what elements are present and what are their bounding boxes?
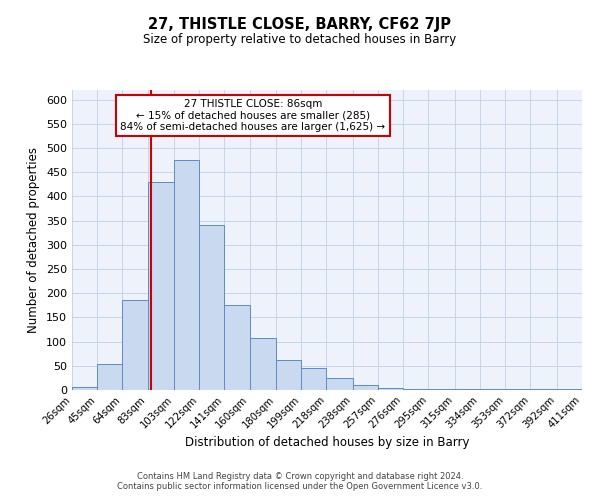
Text: 27 THISTLE CLOSE: 86sqm
← 15% of detached houses are smaller (285)
84% of semi-d: 27 THISTLE CLOSE: 86sqm ← 15% of detache… bbox=[121, 99, 386, 132]
Bar bbox=[301, 368, 326, 390]
Text: 27, THISTLE CLOSE, BARRY, CF62 7JP: 27, THISTLE CLOSE, BARRY, CF62 7JP bbox=[149, 18, 452, 32]
Bar bbox=[122, 300, 148, 390]
Bar bbox=[72, 386, 97, 390]
Bar bbox=[97, 364, 122, 390]
Bar bbox=[480, 389, 505, 390]
Bar bbox=[403, 388, 428, 390]
Bar bbox=[353, 385, 378, 390]
Bar bbox=[378, 388, 403, 390]
Bar bbox=[250, 338, 276, 390]
Bar bbox=[174, 160, 199, 390]
Bar bbox=[276, 360, 301, 390]
Bar bbox=[505, 389, 530, 390]
Bar bbox=[530, 389, 557, 390]
Text: Contains HM Land Registry data © Crown copyright and database right 2024.: Contains HM Land Registry data © Crown c… bbox=[137, 472, 463, 481]
Bar bbox=[557, 389, 582, 390]
Bar bbox=[326, 378, 353, 390]
Bar bbox=[428, 389, 455, 390]
Bar bbox=[224, 306, 250, 390]
X-axis label: Distribution of detached houses by size in Barry: Distribution of detached houses by size … bbox=[185, 436, 469, 449]
Bar bbox=[199, 226, 224, 390]
Bar bbox=[455, 389, 480, 390]
Text: Contains public sector information licensed under the Open Government Licence v3: Contains public sector information licen… bbox=[118, 482, 482, 491]
Bar bbox=[148, 182, 174, 390]
Y-axis label: Number of detached properties: Number of detached properties bbox=[28, 147, 40, 333]
Text: Size of property relative to detached houses in Barry: Size of property relative to detached ho… bbox=[143, 32, 457, 46]
